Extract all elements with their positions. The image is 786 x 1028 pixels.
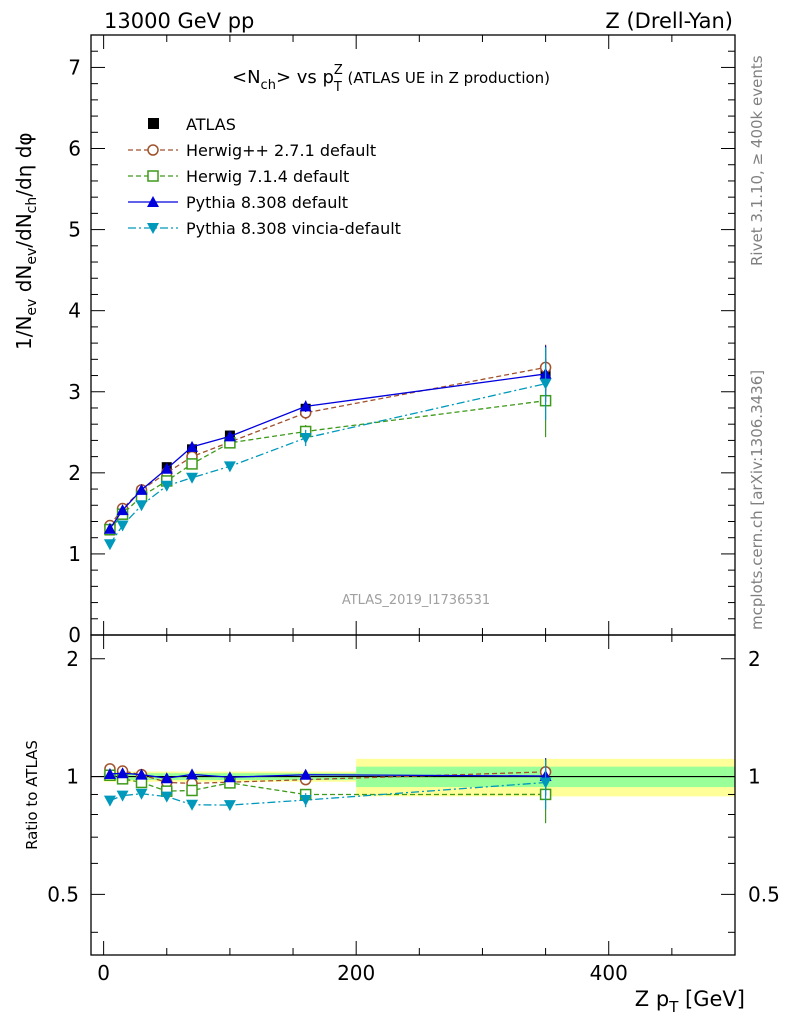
series-point	[116, 520, 129, 532]
series-point	[147, 144, 159, 156]
ratio-y-tick-label: 0.5	[47, 882, 79, 906]
header-process: Z (Drell-Yan)	[605, 9, 733, 33]
series-point	[103, 767, 116, 779]
series-point	[160, 480, 173, 492]
series-point	[116, 504, 129, 516]
x-tick-label: 400	[590, 961, 628, 985]
series-point	[135, 788, 148, 800]
series-point	[103, 795, 116, 807]
axes: 0 200 400 0 1 2 3 4 5 6 7 0.5 0.5 1 1 2 2	[47, 34, 780, 985]
series-point	[147, 196, 159, 207]
series-point	[223, 771, 236, 783]
legend-label: Pythia 8.308 default	[186, 193, 348, 212]
series-point	[186, 799, 199, 811]
series-point	[135, 483, 148, 495]
legend-label-data: ATLAS	[186, 115, 236, 134]
series-line	[109, 373, 546, 530]
series-point	[539, 378, 552, 390]
series-point	[160, 791, 173, 803]
series-point	[160, 772, 173, 784]
series-point	[299, 768, 312, 780]
legend-label: Herwig++ 2.7.1 default	[186, 141, 376, 160]
series-point	[160, 462, 173, 474]
series-point	[223, 461, 236, 473]
y-axis-label: 1/Nev dNev/dNch/dη dφ	[12, 132, 40, 350]
ratio-y-tick-label: 1	[66, 765, 79, 789]
ratio-y-tick-label-right: 0.5	[748, 882, 780, 906]
y-tick-label: 3	[68, 380, 81, 404]
x-tick-label: 0	[97, 961, 110, 985]
y-tick-label: 4	[68, 299, 81, 323]
y-tick-label: 5	[68, 218, 81, 242]
series-point	[135, 500, 148, 512]
chart-title: <Nch> vs pTZ (ATLAS UE in Z production)	[232, 63, 550, 95]
legend-label: Pythia 8.308 vincia-default	[186, 219, 401, 238]
series-point	[103, 539, 116, 551]
series-line	[109, 366, 546, 526]
series-point	[147, 223, 159, 234]
ratio-plot-series	[103, 758, 552, 824]
series-point	[135, 768, 148, 780]
series-point	[186, 784, 198, 797]
series-point	[299, 795, 312, 807]
y-tick-label: 1	[68, 542, 81, 566]
series-point	[186, 440, 199, 452]
legend-label: Herwig 7.1.4 default	[186, 167, 349, 186]
series-point	[299, 432, 312, 444]
series-point	[116, 767, 129, 779]
x-tick-label: 200	[337, 961, 375, 985]
analysis-id: ATLAS_2019_I1736531	[342, 593, 490, 608]
ratio-y-tick-label-right: 1	[748, 765, 761, 789]
ratio-uncertainty-band	[103, 758, 735, 797]
series-point	[539, 777, 552, 789]
series-point	[223, 430, 236, 442]
header-energy: 13000 GeV pp	[104, 9, 254, 33]
side-mcplots-label: mcplots.cern.ch [arXiv:1306.3436]	[748, 370, 766, 630]
main-plot-series	[103, 344, 552, 551]
series-point	[186, 768, 199, 780]
series-point	[299, 400, 312, 412]
series-point	[223, 800, 236, 812]
series-point	[186, 458, 198, 470]
side-rivet-label: Rivet 3.1.10, ≥ 400k events	[748, 55, 766, 266]
series-point	[147, 170, 159, 182]
ratio-y-tick-label-right: 2	[748, 647, 761, 671]
series-point	[103, 522, 116, 534]
y-tick-label: 2	[68, 461, 81, 485]
ratio-frame	[90, 634, 736, 956]
legend-marker-data	[148, 118, 159, 129]
x-axis-label: Z pT [GeV]	[635, 987, 745, 1016]
series-line	[109, 400, 546, 531]
y-tick-label: 6	[68, 137, 81, 161]
legend: ATLAS Herwig++ 2.7.1 default Herwig 7.1.4 …	[128, 115, 401, 238]
y-tick-label: 0	[68, 623, 81, 647]
ratio-y-axis-label: Ratio to ATLAS	[23, 740, 41, 850]
series-point	[186, 472, 199, 484]
y-tick-label: 7	[68, 55, 81, 79]
series-line	[109, 383, 546, 545]
series-point	[116, 790, 129, 802]
ratio-y-tick-label: 2	[66, 647, 79, 671]
